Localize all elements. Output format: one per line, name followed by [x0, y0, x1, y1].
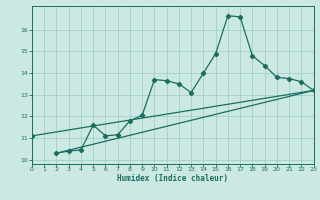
X-axis label: Humidex (Indice chaleur): Humidex (Indice chaleur): [117, 174, 228, 183]
